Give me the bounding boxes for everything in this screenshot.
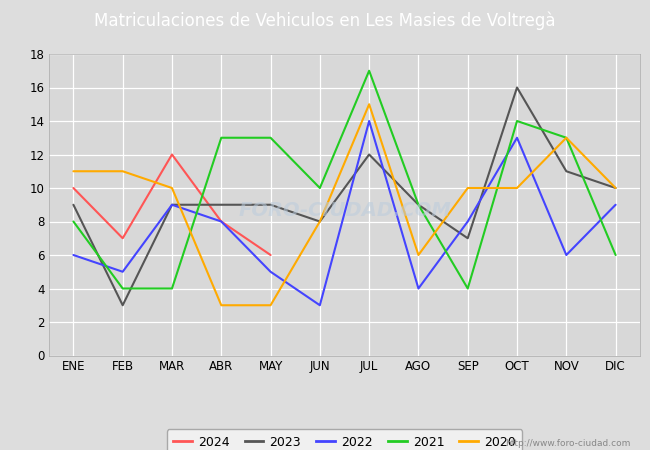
Text: FORO-CIUDAD.COM: FORO-CIUDAD.COM [238, 201, 451, 220]
Text: http://www.foro-ciudad.com: http://www.foro-ciudad.com [505, 439, 630, 448]
Text: Matriculaciones de Vehiculos en Les Masies de Voltregà: Matriculaciones de Vehiculos en Les Masi… [94, 11, 556, 30]
Legend: 2024, 2023, 2022, 2021, 2020: 2024, 2023, 2022, 2021, 2020 [166, 429, 523, 450]
